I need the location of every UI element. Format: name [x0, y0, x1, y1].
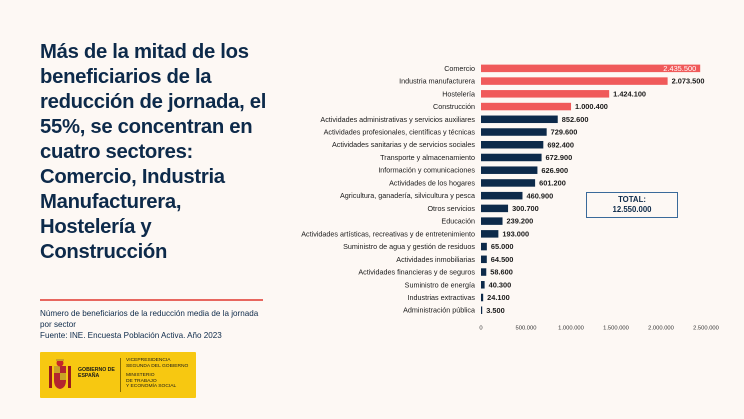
value-label: 460.900: [526, 191, 553, 200]
chart-caption: Número de beneficiarios de la reducción …: [40, 308, 268, 341]
bar-3: [481, 90, 610, 98]
bar-16: [481, 255, 487, 264]
category-label: Actividades profesionales, científicas y…: [324, 128, 476, 137]
headline: Más de la mitad de los beneficiarios de …: [40, 41, 267, 263]
category-label: Educación: [441, 217, 475, 226]
coat-of-arms-icon: [49, 359, 71, 389]
x-tick-label: 500.000: [516, 326, 537, 332]
value-label: 2.435.500: [663, 64, 696, 73]
value-label: 65.000: [491, 242, 514, 251]
bar-15: [481, 242, 487, 251]
value-label: 1.000.400: [575, 102, 608, 111]
value-label: 1.424.100: [613, 89, 646, 98]
x-tick-label: 1.000.000: [558, 326, 584, 332]
category-label: Agricultura, ganadería, silvicultura y p…: [340, 191, 475, 200]
divider: [40, 299, 263, 301]
value-label: 626.900: [541, 166, 568, 175]
value-label: 24.100: [487, 293, 510, 302]
bar-14: [481, 230, 499, 238]
category-label: Actividades inmobiliarias: [396, 255, 475, 264]
bar-4: [481, 102, 572, 111]
value-label: 672.900: [546, 153, 573, 162]
category-label: Administración pública: [403, 306, 475, 315]
bar-17: [481, 268, 487, 276]
category-label: Actividades financieras y de seguros: [358, 268, 475, 277]
logo-ministry-text: VICEPRESIDENCIA SEGUNDA DEL GOBIERNO MIN…: [126, 358, 189, 390]
caption-description: Número de beneficiarios de la reducción …: [40, 309, 259, 329]
category-label: Hostelería: [442, 89, 475, 98]
category-label: Información y comunicaciones: [378, 166, 475, 175]
value-label: 729.600: [551, 128, 578, 137]
logo-separator: [120, 358, 121, 392]
category-label: Actividades sanitarias y de servicios so…: [332, 140, 475, 149]
x-tick-label: 1.500.000: [603, 326, 629, 332]
category-label: Comercio: [444, 64, 475, 73]
bar-2: [481, 77, 668, 85]
category-label: Industria manufacturera: [399, 77, 475, 86]
x-tick-label: 2.500.000: [693, 326, 719, 332]
bar-12: [481, 204, 509, 213]
value-label: 40.300: [489, 280, 512, 289]
value-label: 193.000: [502, 229, 529, 238]
bar-9: [481, 166, 538, 174]
government-logo: GOBIERNO DE ESPAÑA VICEPRESIDENCIA SEGUN…: [40, 352, 196, 398]
total-value: 12.550.000: [612, 205, 652, 214]
bar-13: [481, 217, 503, 225]
total-box: TOTAL: 12.550.000: [586, 192, 678, 218]
bar-chart: Comercio 2.435.500 Industria manufacturera…: [301, 64, 719, 332]
logo-gobierno-text: GOBIERNO DE ESPAÑA: [78, 367, 115, 379]
bar-1: [481, 64, 701, 73]
category-label: Actividades de los hogares: [389, 178, 475, 187]
bar-20: [481, 306, 483, 314]
value-label: 601.200: [539, 179, 566, 188]
bar-11: [481, 191, 523, 200]
value-label: 58.600: [490, 268, 513, 277]
value-label: 300.700: [512, 204, 539, 213]
x-tick-label: 2.000.000: [648, 326, 674, 332]
value-label: 64.500: [491, 255, 514, 264]
category-label: Actividades administrativas y servicios …: [320, 115, 475, 124]
category-label: Industrias extractivas: [407, 293, 475, 302]
category-label: Suministro de agua y gestión de residuos: [343, 242, 475, 251]
bar-6: [481, 128, 547, 136]
x-tick-label: 0: [479, 326, 482, 332]
bar-10: [481, 179, 536, 187]
category-label: Transporte y almacenamiento: [380, 153, 475, 162]
category-label: Construcción: [433, 102, 475, 111]
category-label: Otros servicios: [427, 204, 475, 213]
value-label: 239.200: [507, 217, 534, 226]
value-label: 692.400: [547, 140, 574, 149]
category-label: Suministro de energía: [405, 280, 475, 289]
category-label: Actividades artísticas, recreativas y de…: [301, 229, 475, 238]
bar-5: [481, 115, 558, 124]
value-label: 2.073.500: [672, 77, 705, 86]
value-label: 852.600: [562, 115, 589, 124]
caption-source: Fuente: INE. Encuesta Población Activa. …: [40, 331, 222, 340]
bar-8: [481, 153, 542, 162]
value-label: 3.500: [486, 306, 505, 315]
total-label: TOTAL:: [618, 195, 646, 204]
bar-7: [481, 140, 544, 149]
bar-18: [481, 281, 485, 289]
bar-19: [481, 293, 484, 302]
